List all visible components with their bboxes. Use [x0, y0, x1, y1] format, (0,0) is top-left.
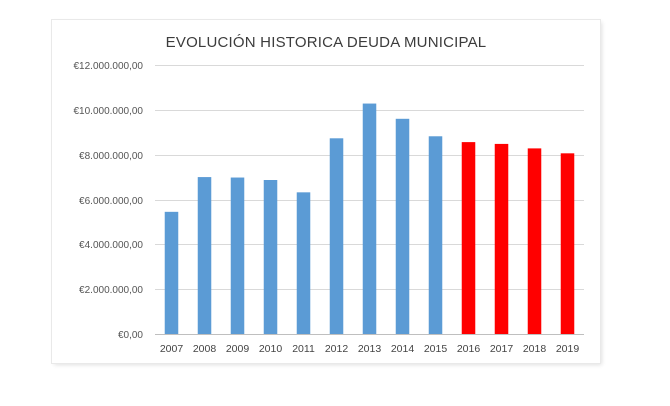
bar-2019 [560, 153, 575, 334]
x-tick-label: 2011 [292, 343, 315, 355]
x-tick-label: 2007 [160, 343, 184, 355]
y-tick-label: €12.000.000,00 [73, 61, 143, 72]
x-tick-label: 2018 [523, 343, 547, 355]
bar-2009 [230, 177, 245, 334]
x-tick-label: 2013 [358, 343, 382, 355]
y-tick-label: €6.000.000,00 [79, 196, 143, 207]
bar-2010 [263, 180, 278, 334]
bar-2012 [329, 138, 344, 334]
x-tick-label: 2016 [457, 343, 481, 355]
bar-2018 [527, 148, 542, 334]
chart-title: EVOLUCIÓN HISTORICA DEUDA MUNICIPAL [165, 34, 487, 51]
x-tick-label: 2012 [325, 343, 349, 355]
x-tick-label: 2015 [424, 343, 448, 355]
y-tick-label: €0,00 [118, 330, 143, 341]
y-axis-ticks: €0,00 €2.000.000,00 €4.000.000,00 €6.000.00… [73, 61, 143, 341]
bar-2014 [395, 118, 410, 334]
bars [164, 103, 575, 334]
bar-2013 [362, 103, 377, 334]
bar-2016 [461, 142, 476, 334]
y-tick-label: €4.000.000,00 [79, 240, 143, 251]
bar-2017 [494, 143, 509, 334]
x-tick-label: 2009 [226, 343, 250, 355]
x-axis-ticks: 2007 2008 2009 2010 2011 2012 2013 2014 2015 2016… [160, 343, 580, 355]
y-tick-label: €2.000.000,00 [79, 285, 143, 296]
chart-frame: EVOLUCIÓN HISTORICA DEUDA MUNICIPAL €0,0… [52, 20, 600, 363]
x-tick-label: 2014 [391, 343, 415, 355]
bar-chart: €0,00 €2.000.000,00 €4.000.000,00 €6.000.00… [73, 61, 584, 355]
bar-2015 [428, 136, 443, 334]
x-tick-label: 2010 [259, 343, 283, 355]
bar-2008 [197, 177, 212, 334]
bar-2011 [296, 192, 311, 334]
x-tick-label: 2019 [556, 343, 580, 355]
y-tick-label: €10.000.000,00 [73, 106, 143, 117]
x-tick-label: 2008 [193, 343, 217, 355]
bar-2007 [164, 211, 179, 334]
x-tick-label: 2017 [490, 343, 514, 355]
y-tick-label: €8.000.000,00 [79, 151, 143, 162]
